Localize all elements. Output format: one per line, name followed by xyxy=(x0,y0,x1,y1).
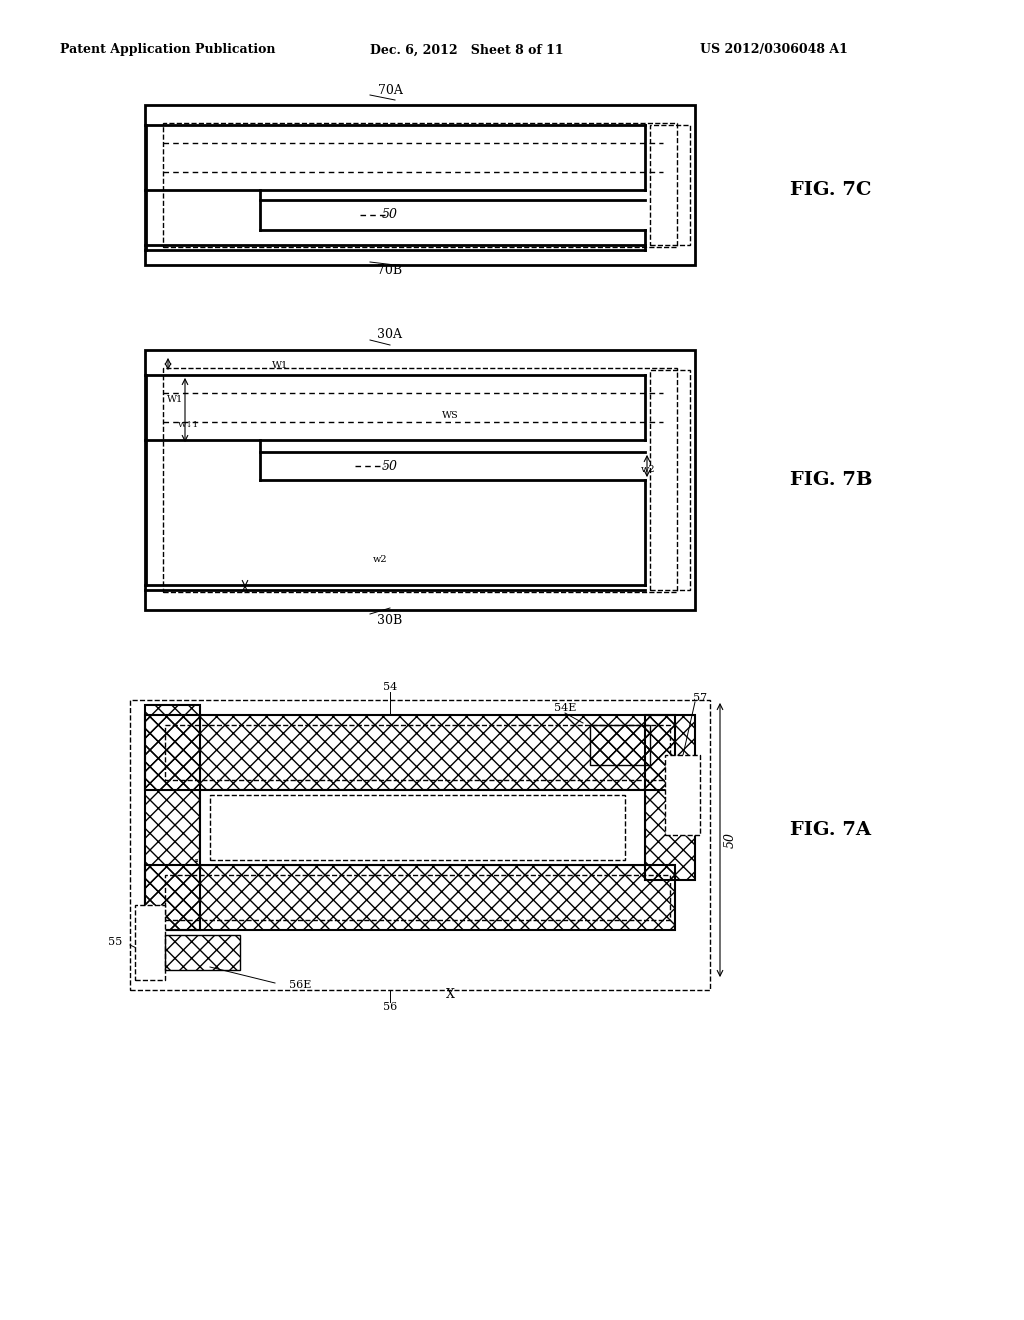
Bar xyxy=(645,715,695,880)
Text: 51: 51 xyxy=(428,837,442,847)
Text: 50: 50 xyxy=(382,209,398,222)
Bar xyxy=(165,875,670,920)
Bar xyxy=(200,789,645,865)
Text: FIG. 7C: FIG. 7C xyxy=(790,181,871,199)
Text: 57: 57 xyxy=(693,693,707,704)
Text: W1: W1 xyxy=(272,360,288,370)
Bar xyxy=(145,705,200,931)
Text: 70A: 70A xyxy=(378,83,402,96)
Bar xyxy=(590,725,650,766)
Bar xyxy=(145,350,695,610)
Bar xyxy=(650,370,690,590)
Text: US 2012/0306048 A1: US 2012/0306048 A1 xyxy=(700,44,848,57)
Bar xyxy=(130,700,710,990)
Text: 30A: 30A xyxy=(378,329,402,342)
Text: FIG. 7A: FIG. 7A xyxy=(790,821,871,840)
Text: 50: 50 xyxy=(382,459,398,473)
Bar xyxy=(165,725,670,780)
Text: 54: 54 xyxy=(383,682,397,692)
Text: 54E: 54E xyxy=(554,704,577,713)
Text: X: X xyxy=(445,987,455,1001)
Text: Patent Application Publication: Patent Application Publication xyxy=(60,44,275,57)
Bar xyxy=(665,755,700,836)
Text: W↕1: W↕1 xyxy=(178,421,199,429)
Bar xyxy=(145,865,675,931)
Bar xyxy=(210,795,625,861)
Text: 56E: 56E xyxy=(289,979,311,990)
Bar xyxy=(145,106,695,265)
Bar xyxy=(135,906,165,979)
Text: WS: WS xyxy=(441,411,459,420)
Text: 50: 50 xyxy=(724,832,736,847)
Text: w2: w2 xyxy=(641,466,655,474)
Text: Dec. 6, 2012   Sheet 8 of 11: Dec. 6, 2012 Sheet 8 of 11 xyxy=(370,44,563,57)
Bar xyxy=(165,935,240,970)
Bar xyxy=(163,368,677,591)
Bar xyxy=(163,123,677,247)
Text: W1: W1 xyxy=(167,396,183,404)
Bar xyxy=(650,125,690,246)
Text: 70B: 70B xyxy=(378,264,402,276)
Text: w2: w2 xyxy=(373,556,387,565)
Text: 56: 56 xyxy=(383,1002,397,1012)
Text: FIG. 7B: FIG. 7B xyxy=(790,471,872,488)
Bar xyxy=(145,715,675,789)
Text: 30B: 30B xyxy=(378,614,402,627)
Text: 55: 55 xyxy=(108,937,122,946)
